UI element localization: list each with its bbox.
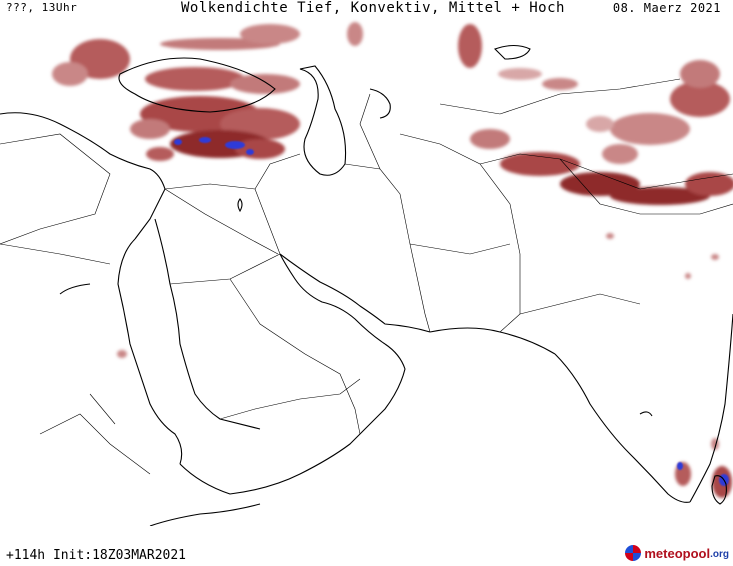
run-hour-label: ???, 13Uhr — [6, 1, 78, 14]
run-info: +114h Init:18Z03MAR2021 — [6, 548, 187, 563]
brand-name: meteopool — [644, 545, 711, 561]
meteopool-logo-icon — [625, 545, 642, 561]
country-borders — [0, 78, 733, 475]
coastlines — [0, 44, 733, 526]
cloud-layer — [52, 22, 733, 498]
forecast-date: 08. Maerz 2021 — [612, 1, 721, 15]
map-title: Wolkendichte Tief, Konvektiv, Mittel + H… — [181, 0, 565, 16]
weather-map — [0, 22, 733, 526]
brand-tld: .org — [710, 549, 729, 560]
footer-bar: +114h Init:18Z03MAR2021 meteopool .org — [0, 526, 733, 566]
brand-link[interactable]: meteopool .org — [625, 545, 729, 561]
